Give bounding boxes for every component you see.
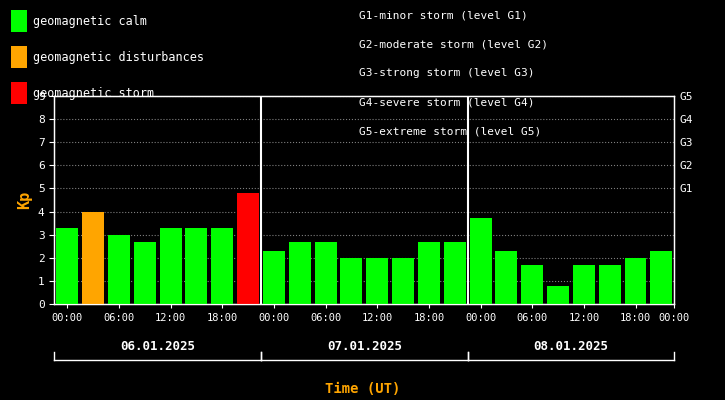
- Text: G4-severe storm (level G4): G4-severe storm (level G4): [359, 98, 534, 108]
- Bar: [82, 212, 104, 304]
- Bar: [160, 228, 181, 304]
- Bar: [341, 258, 362, 304]
- Text: geomagnetic calm: geomagnetic calm: [33, 14, 146, 28]
- Bar: [599, 265, 621, 304]
- Bar: [211, 228, 233, 304]
- Bar: [315, 242, 336, 304]
- Text: G2-moderate storm (level G2): G2-moderate storm (level G2): [359, 39, 548, 49]
- Bar: [186, 228, 207, 304]
- Bar: [366, 258, 388, 304]
- Text: 06.01.2025: 06.01.2025: [120, 340, 195, 353]
- Text: 07.01.2025: 07.01.2025: [327, 340, 402, 353]
- Bar: [108, 235, 130, 304]
- Text: G3-strong storm (level G3): G3-strong storm (level G3): [359, 68, 534, 78]
- Text: 08.01.2025: 08.01.2025: [534, 340, 608, 353]
- Bar: [237, 193, 259, 304]
- Text: geomagnetic disturbances: geomagnetic disturbances: [33, 50, 204, 64]
- Bar: [573, 265, 594, 304]
- Bar: [650, 251, 672, 304]
- Bar: [57, 228, 78, 304]
- Bar: [392, 258, 414, 304]
- Text: geomagnetic storm: geomagnetic storm: [33, 86, 154, 100]
- Bar: [470, 218, 492, 304]
- Bar: [624, 258, 647, 304]
- Text: Time (UT): Time (UT): [325, 382, 400, 396]
- Bar: [444, 242, 465, 304]
- Bar: [263, 251, 285, 304]
- Bar: [134, 242, 156, 304]
- Bar: [289, 242, 311, 304]
- Bar: [547, 286, 569, 304]
- Bar: [521, 265, 543, 304]
- Y-axis label: Kp: Kp: [17, 191, 33, 209]
- Text: G1-minor storm (level G1): G1-minor storm (level G1): [359, 10, 528, 20]
- Bar: [495, 251, 518, 304]
- Bar: [418, 242, 440, 304]
- Text: G5-extreme storm (level G5): G5-extreme storm (level G5): [359, 127, 541, 137]
